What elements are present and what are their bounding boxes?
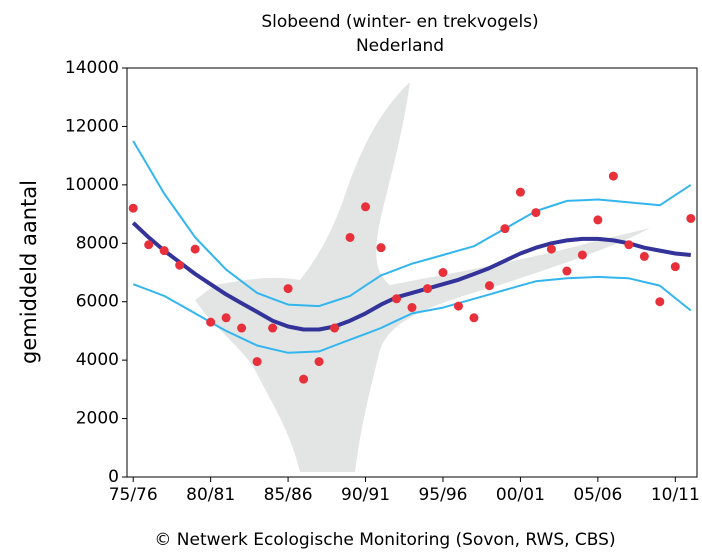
data-point — [144, 240, 154, 250]
data-point — [686, 213, 696, 223]
data-point — [221, 313, 231, 323]
y-tick-label: 4000 — [76, 350, 119, 370]
data-point — [624, 240, 634, 250]
trend-line — [132, 275, 692, 354]
y-tick-label: 2000 — [76, 409, 119, 429]
data-point — [546, 244, 556, 254]
y-tick-label: 12000 — [65, 116, 119, 136]
y-axis-label: gemiddeld aantal — [17, 180, 41, 364]
data-point — [655, 297, 665, 307]
data-point — [330, 323, 340, 333]
data-point — [438, 268, 448, 277]
y-tick-label: 8000 — [76, 233, 119, 253]
x-tick-label: 90/91 — [341, 485, 390, 505]
x-tick-label: 80/81 — [186, 485, 235, 505]
trend-line — [132, 140, 692, 308]
x-tick-label: 75/76 — [109, 485, 158, 505]
data-point — [128, 203, 138, 213]
x-tick-label: 10/11 — [651, 485, 700, 505]
data-point — [608, 171, 618, 181]
data-point — [577, 250, 587, 260]
x-tick-label: 05/06 — [573, 485, 622, 505]
bird-silhouette — [195, 82, 650, 472]
data-point — [515, 187, 525, 197]
data-point — [407, 303, 417, 313]
data-point — [190, 244, 200, 254]
trend-line — [131, 221, 691, 332]
data-point — [593, 215, 603, 225]
data-point — [422, 284, 432, 294]
y-tick-label: 6000 — [76, 292, 119, 312]
data-point — [252, 357, 262, 367]
data-point — [314, 357, 324, 367]
data-point — [345, 232, 355, 242]
data-point — [469, 313, 479, 323]
data-point — [299, 374, 309, 384]
data-point — [484, 281, 494, 291]
data-point — [237, 323, 247, 333]
x-tick-label: 95/96 — [418, 485, 467, 505]
chart-subtitle: Nederland — [356, 36, 444, 56]
data-point — [670, 262, 680, 272]
x-tick-label: 85/86 — [264, 485, 313, 505]
data-point — [376, 243, 386, 253]
data-point — [392, 294, 402, 304]
data-point — [361, 202, 371, 212]
data-point — [283, 284, 293, 294]
data-point — [268, 323, 278, 333]
chart-title: Slobeend (winter- en trekvogels) — [261, 12, 538, 32]
x-tick-label: 00/01 — [496, 485, 545, 505]
data-point — [500, 224, 510, 234]
plot-frame — [126, 67, 698, 478]
data-point — [562, 266, 572, 276]
y-tick-label: 14000 — [65, 58, 119, 78]
data-point — [206, 317, 216, 327]
data-point — [639, 251, 649, 261]
data-point — [159, 246, 169, 256]
data-point — [531, 208, 541, 218]
footer: © Netwerk Ecologische Monitoring (Sovon,… — [154, 530, 615, 550]
data-point — [453, 301, 463, 311]
y-tick-label: 0 — [108, 467, 119, 487]
data-point — [175, 260, 185, 270]
y-tick-label: 10000 — [65, 175, 119, 195]
